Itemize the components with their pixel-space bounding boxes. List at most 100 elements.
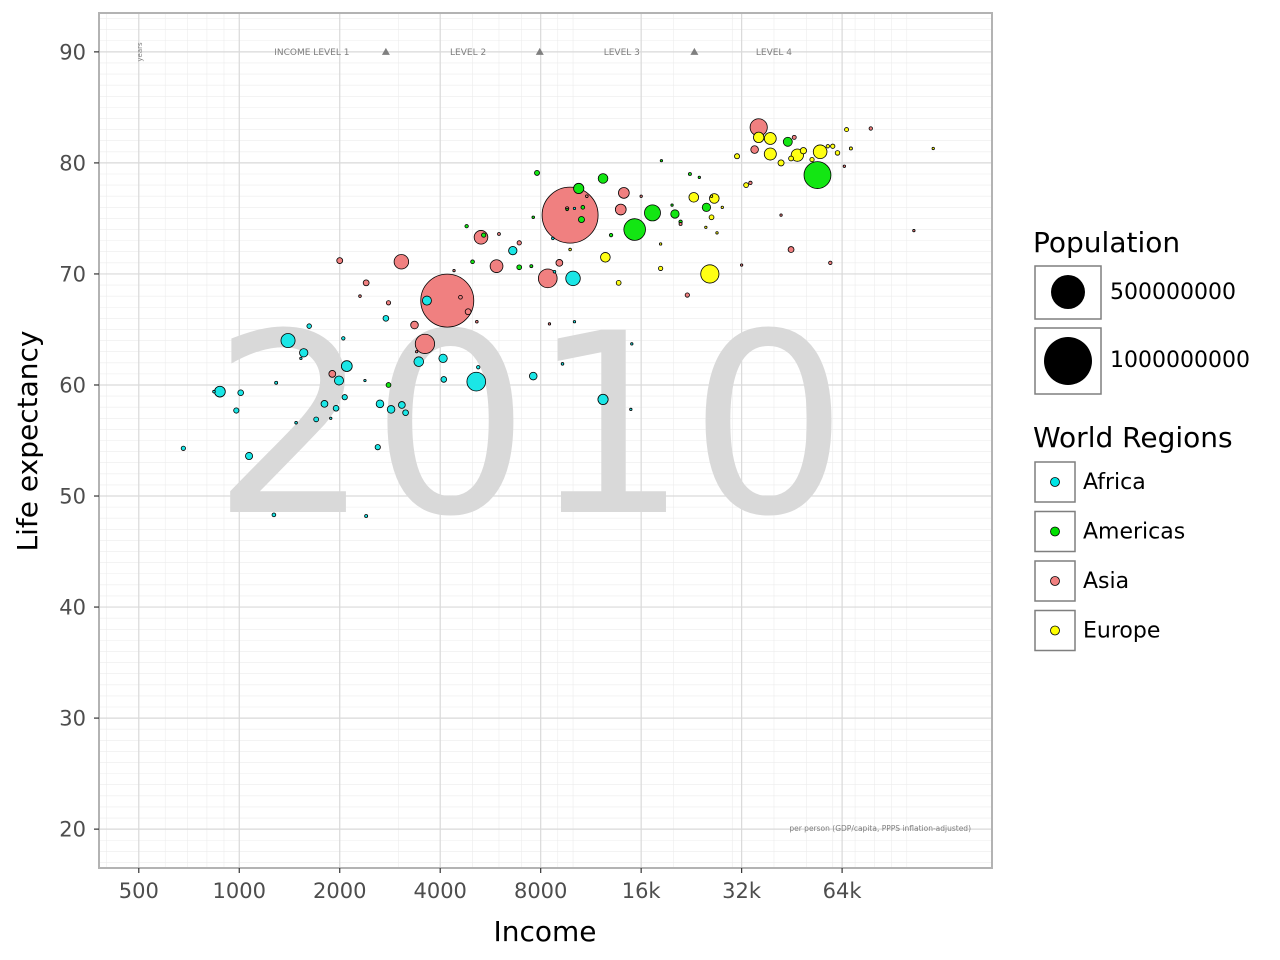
bubble-asia (385, 300, 392, 306)
bubble-americas (516, 264, 523, 271)
bubble-americas (565, 207, 569, 212)
color-legend-label: Europe (1083, 619, 1160, 644)
income-level-labels: INCOME LEVEL 1 LEVEL 2 LEVEL 3 LEVEL 4 (274, 48, 792, 58)
y-tick-label: 90 (59, 40, 86, 64)
bubble-africa (374, 444, 381, 451)
bubble-asia (516, 240, 522, 246)
color-legend-key-box (1034, 510, 1076, 553)
bubble-europe (753, 131, 765, 144)
bubble-africa (294, 421, 298, 425)
bubble-americas (385, 382, 392, 388)
bubble-africa (422, 295, 432, 306)
x-tick-label: 1000 (213, 879, 266, 903)
bubble-asia (555, 259, 564, 267)
bubble-asia (336, 257, 344, 264)
bubble-africa (466, 371, 487, 392)
bubble-europe (809, 157, 815, 163)
bubble-asia (868, 126, 873, 131)
bubble-europe (788, 155, 794, 162)
bubble-africa (382, 315, 390, 322)
bubble-americas (578, 216, 585, 223)
bubble-africa (299, 356, 303, 360)
bubble-europe (799, 147, 807, 155)
y-tick-label: 80 (59, 151, 86, 175)
bubble-europe (715, 231, 719, 235)
bubble-asia (618, 187, 630, 199)
bubble-africa (274, 380, 279, 385)
y-tick-label: 30 (59, 707, 86, 731)
y-axis-title: Life expectancy (11, 331, 44, 552)
bubble-americas (470, 259, 475, 265)
income-level-label: LEVEL 4 (756, 48, 792, 58)
bubble-africa (233, 407, 240, 414)
bubble-europe (844, 127, 849, 133)
bubble-africa (565, 270, 581, 287)
color-legend-key-dot (1050, 477, 1060, 487)
x-tick-label: 32k (722, 879, 762, 903)
x-tick-label: 64k (823, 879, 863, 903)
bubble-europe (720, 205, 724, 209)
bubble-asia (414, 333, 436, 354)
color-legend-label: Asia (1083, 569, 1129, 594)
bubble-europe (615, 280, 622, 286)
bubble-asia (410, 320, 419, 330)
bubble-africa (320, 400, 329, 408)
bubble-americas (534, 169, 540, 176)
bubble-asia (420, 273, 475, 328)
bubble-africa (438, 353, 448, 363)
bubble-asia (779, 213, 783, 217)
bubble-americas (608, 232, 614, 238)
x-tick-label: 16k (622, 879, 662, 903)
bubble-africa (341, 394, 348, 401)
bubble-europe (688, 192, 699, 203)
bubble-africa (313, 416, 319, 423)
x-axis-title: Income (493, 915, 596, 948)
size-legend-label: 500000000 (1110, 280, 1236, 305)
bubble-africa (341, 336, 346, 341)
bubble-asia (787, 246, 795, 253)
color-legend-key-dot (1050, 576, 1060, 586)
bubble-americas (580, 205, 586, 210)
bubble-asia (828, 260, 833, 265)
bubble-americas (597, 173, 609, 184)
bubble-asia (464, 308, 472, 316)
x-tick-label: 500 (119, 879, 159, 903)
color-legend-key-dot (1050, 625, 1060, 636)
bubble-americas (481, 232, 487, 238)
bubble-africa (572, 206, 577, 211)
bubble-americas (670, 203, 674, 207)
bubble-africa (271, 512, 277, 518)
bubble-asia (393, 254, 410, 270)
bubble-europe (812, 144, 828, 160)
income-level-marker (690, 47, 699, 55)
bubble-europe (734, 153, 740, 160)
bubble-africa (212, 389, 216, 394)
bubble-africa (245, 452, 254, 461)
size-legend-key-1b (1044, 337, 1092, 385)
y-tick-label: 40 (59, 596, 86, 620)
bubble-europe (700, 264, 720, 284)
bubble-africa (180, 445, 186, 451)
bubble-asia (842, 164, 846, 168)
bubble-africa (299, 348, 309, 358)
bubble-americas (644, 204, 661, 222)
bubble-africa (529, 371, 538, 381)
bubble-asia (415, 350, 419, 354)
y-tick-label: 60 (59, 373, 86, 397)
y-tick-label: 20 (59, 818, 86, 842)
bubble-africa (629, 407, 633, 412)
y-axis-ticks: 20 30 40 50 60 70 80 90 (59, 40, 99, 842)
color-legend-label: Americas (1083, 520, 1185, 545)
bubble-africa (306, 323, 312, 329)
bubble-asia (473, 230, 489, 245)
bubble-africa (214, 385, 226, 398)
bubble-asia (547, 322, 552, 326)
bubble-africa (413, 356, 425, 367)
bubble-europe (704, 225, 708, 229)
bubble-africa (572, 320, 577, 324)
income-level-label: INCOME LEVEL 1 (274, 48, 349, 58)
bubble-africa (402, 409, 409, 417)
bubble-africa (552, 269, 557, 274)
